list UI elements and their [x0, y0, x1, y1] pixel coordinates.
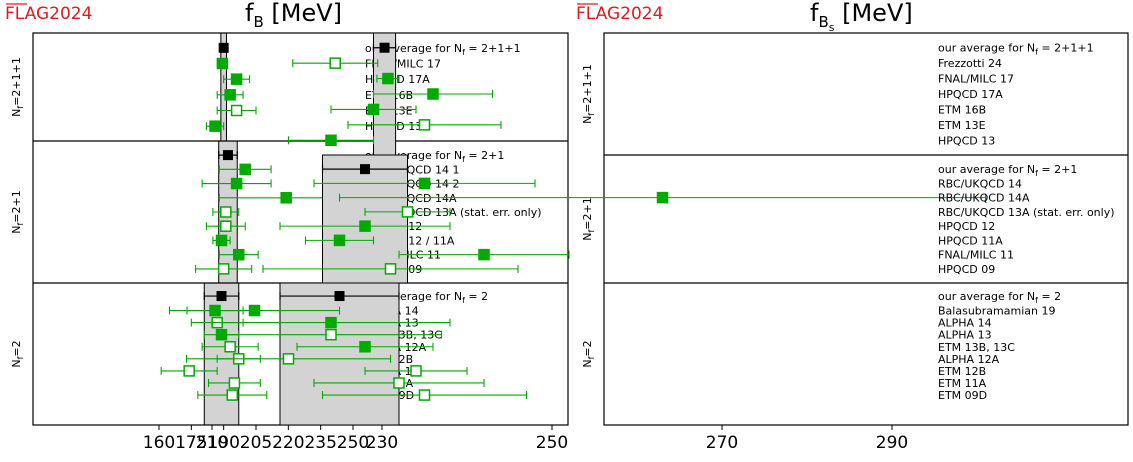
- result-marker-open: [282, 353, 295, 365]
- result-label: ALPHA 13: [938, 329, 992, 342]
- result-marker-open: [401, 206, 414, 218]
- result-marker-open: [418, 389, 431, 401]
- result-label: ETM 16B: [938, 103, 986, 116]
- result-label: ETM 13E: [938, 119, 986, 132]
- average-label: our average for Nf = 2+1: [938, 163, 1077, 178]
- x-tick-label: 220: [272, 433, 304, 453]
- result-marker-filled: [359, 341, 371, 353]
- result-marker-filled: [359, 220, 371, 232]
- result-label: RBC/UKQCD 14: [938, 177, 1022, 190]
- x-tick-label: 290: [876, 433, 908, 453]
- average-marker: [379, 42, 390, 53]
- flag-brand: FLAG2024: [576, 4, 663, 24]
- chart-title: fBs [MeV]: [810, 0, 913, 34]
- result-marker-open: [384, 263, 397, 275]
- result-marker-filled: [382, 72, 394, 85]
- average-label: our average for Nf = 2+1+1: [938, 42, 1094, 57]
- result-marker-filled: [325, 316, 337, 329]
- result-marker-filled: [333, 234, 346, 247]
- average-marker: [218, 42, 229, 53]
- result-marker-filled: [215, 234, 228, 247]
- x-tick-label: 190: [207, 433, 239, 453]
- result-marker-filled: [418, 177, 431, 190]
- result-label: ALPHA 12A: [938, 353, 1000, 366]
- result-marker-filled: [325, 134, 337, 147]
- result-marker-filled: [224, 89, 236, 101]
- result-marker-open: [220, 220, 232, 232]
- result-label: ETM 09D: [938, 389, 987, 402]
- average-marker: [222, 150, 233, 161]
- result-marker-filled: [216, 57, 229, 70]
- average-marker: [216, 291, 227, 302]
- average-label: our average for Nf = 2: [938, 290, 1061, 305]
- result-marker-open: [226, 389, 239, 401]
- x-tick-label: 160: [143, 433, 175, 453]
- result-marker-open: [220, 206, 232, 218]
- x-tick-label: 175: [175, 433, 207, 453]
- result-marker-open: [230, 104, 243, 117]
- chart-title: fB [MeV]: [245, 0, 342, 31]
- result-marker-open: [410, 365, 422, 377]
- result-marker-filled: [209, 120, 221, 132]
- group-label: Nf=2+1+1: [10, 57, 25, 117]
- result-marker-open: [183, 365, 195, 377]
- result-marker-open: [325, 328, 337, 341]
- result-label: HPQCD 09: [938, 263, 995, 276]
- result-label: HPQCD 11A: [938, 234, 1003, 247]
- result-label: ETM 11A: [938, 377, 987, 390]
- result-marker-filled: [230, 73, 243, 85]
- result-label: ETM 12B: [938, 365, 986, 378]
- x-tick-label: 210: [196, 433, 228, 453]
- result-label: FNAL/MILC 17: [938, 73, 1014, 86]
- result-marker-open: [329, 57, 341, 69]
- x-tick-label: 270: [706, 433, 738, 453]
- average-band: [279, 282, 400, 426]
- x-tick-label: 250: [536, 433, 568, 453]
- result-label: HPQCD 13: [938, 134, 995, 147]
- result-marker-open: [228, 377, 241, 389]
- result-label: ALPHA 14: [938, 317, 992, 330]
- result-marker-filled: [478, 248, 490, 261]
- result-marker-filled: [230, 177, 243, 190]
- group-label: Nf=2: [10, 340, 25, 367]
- result-marker-filled: [656, 191, 669, 204]
- result-marker-filled: [233, 248, 245, 261]
- group-label: Nf=2+1: [581, 197, 596, 241]
- x-tick-label: 235: [304, 433, 336, 453]
- x-tick-label: 230: [366, 433, 398, 453]
- average-marker: [360, 164, 370, 175]
- result-label: RBC/UKQCD 13A (stat. err. only): [938, 206, 1115, 219]
- result-label: HPQCD 12: [938, 220, 995, 233]
- result-marker-open: [418, 119, 431, 131]
- x-tick-label: 250: [337, 433, 369, 453]
- result-label: Frezzotti 24: [938, 57, 1002, 70]
- result-label: FNAL/MILC 11: [938, 249, 1014, 262]
- result-marker-open: [393, 377, 405, 389]
- average-marker: [334, 291, 345, 302]
- result-marker-open: [217, 263, 230, 275]
- result-label: ETM 13B, 13C: [938, 341, 1015, 354]
- result-marker-filled: [280, 192, 292, 204]
- result-label: HPQCD 17A: [938, 88, 1003, 101]
- plot-frame: [603, 32, 1129, 426]
- result-marker-open: [224, 341, 236, 353]
- group-label: Nf=2: [581, 340, 596, 367]
- result-marker-filled: [367, 103, 380, 116]
- result-marker-filled: [239, 163, 251, 176]
- result-label: Balasubramamian 19: [938, 305, 1055, 318]
- average-band: [322, 154, 408, 284]
- result-marker-filled: [248, 304, 261, 317]
- group-label: Nf=2+1+1: [581, 64, 596, 124]
- flag-brand: FLAG2024: [5, 4, 92, 24]
- group-label: Nf=2+1: [10, 190, 25, 234]
- result-label: RBC/UKQCD 14A: [938, 192, 1030, 205]
- x-tick-label: 205: [240, 433, 272, 453]
- result-marker-filled: [427, 88, 439, 100]
